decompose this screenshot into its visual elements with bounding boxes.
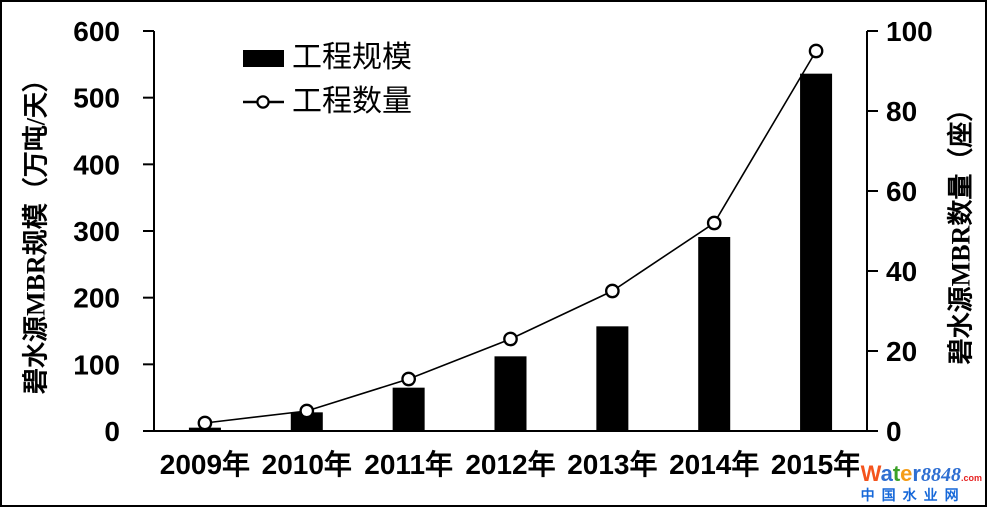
watermark-letter: a: [880, 461, 893, 486]
left-axis-tick-label: 200: [73, 283, 120, 314]
watermark-letter: W: [860, 461, 881, 486]
x-axis-label: 2014年: [669, 448, 759, 480]
bar-2012年: [494, 356, 527, 431]
left-axis-tick-label: 500: [73, 83, 120, 114]
bar-swatch-icon: [243, 49, 284, 67]
right-axis-title: 碧水源MBR数量（座）: [946, 95, 976, 365]
x-axis-label: 2009年: [160, 448, 250, 480]
left-axis-tick-label: 100: [73, 349, 120, 380]
marker-2013年: [605, 283, 620, 299]
watermark-brand-tld: .com: [960, 473, 982, 483]
right-axis-tick-label: 100: [886, 16, 933, 47]
right-axis-tick-label: 40: [886, 256, 917, 287]
left-axis-tick-label: 300: [73, 216, 120, 247]
legend-item-count: 工程数量: [243, 86, 412, 118]
left-axis-tick-label: 600: [73, 16, 120, 47]
legend-label-scale: 工程规模: [292, 41, 412, 74]
legend: 工程规模 工程数量: [243, 42, 412, 118]
x-axis-label: 2015年: [771, 448, 861, 480]
watermark-tagline: 中国水业网: [860, 487, 966, 503]
line-marker-swatch-icon: [243, 93, 284, 111]
x-axis-label: 2012年: [465, 448, 555, 480]
legend-item-scale: 工程规模: [243, 42, 412, 74]
watermark-letter: r: [912, 461, 921, 486]
left-axis-title: 碧水源MBR规模（万吨/天）: [21, 66, 51, 394]
watermark-logo: Water8848.com 中国水业网: [858, 463, 982, 503]
marker-2009年: [197, 415, 213, 431]
marker-2011年: [401, 371, 416, 387]
watermark-brand: Water8848.com: [861, 463, 982, 486]
x-axis-label: 2011年: [364, 448, 453, 480]
watermark-letter: e: [900, 461, 913, 486]
bar-2014年: [698, 237, 731, 431]
right-axis-tick-label: 20: [886, 336, 917, 367]
marker-2010年: [299, 403, 315, 419]
x-axis-label: 2010年: [262, 448, 352, 480]
right-axis-tick-label: 0: [886, 416, 902, 447]
watermark-brand-number: 8848: [920, 464, 961, 486]
marker-2015年: [808, 43, 824, 59]
bar-2015年: [800, 73, 833, 432]
watermark-brand-word: Water: [861, 463, 921, 485]
left-axis-tick-label: 400: [73, 149, 120, 180]
bar-2011年: [392, 387, 425, 431]
x-axis-label: 2013年: [567, 448, 657, 480]
right-axis-tick-label: 60: [886, 176, 917, 207]
bar-2010年: [290, 412, 323, 431]
legend-label-count: 工程数量: [292, 85, 412, 118]
marker-2012年: [503, 331, 518, 347]
right-axis-tick-label: 80: [886, 96, 917, 127]
marker-2014年: [706, 215, 722, 231]
bar-2013年: [596, 326, 629, 431]
left-axis-tick-label: 0: [104, 416, 120, 447]
watermark-letter: t: [892, 461, 901, 486]
